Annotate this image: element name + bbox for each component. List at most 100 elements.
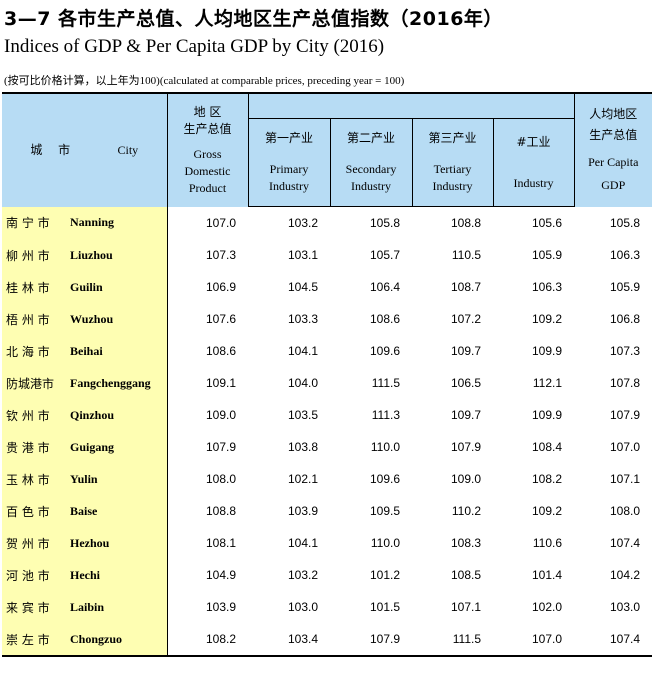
city-name-en: Liuzhou bbox=[64, 239, 167, 271]
table-row: 来 宾 市 Laibin 103.9 103.0 101.5 107.1 102.0 103.… bbox=[2, 591, 652, 623]
tertiary-value: 109.7 bbox=[450, 344, 481, 358]
tertiary-value: 108.5 bbox=[450, 568, 481, 582]
city-name-en: Laibin bbox=[64, 591, 167, 623]
gdp-value: 108.1 bbox=[166, 527, 248, 559]
industry-header-en: Industry bbox=[513, 175, 554, 190]
page-title-english: Indices of GDP & Per Capita GDP by City … bbox=[4, 36, 385, 57]
table-row: 钦 州 市 Qinzhou 109.0 103.5 111.3 109.7 109.9 107… bbox=[2, 399, 652, 431]
industry-value: 110.6 bbox=[532, 536, 562, 550]
percap-value: 105.9 bbox=[609, 280, 640, 294]
table-row: 防城港市 Fangchenggang 109.1 104.0 111.5 106.5 112… bbox=[2, 367, 652, 399]
city-name-cn: 来 宾 市 bbox=[2, 591, 64, 623]
secondary-header-en2: Industry bbox=[351, 179, 391, 193]
city-name-cn: 南 宁 市 bbox=[2, 206, 64, 239]
calculation-note: (按可比价格计算，以上年为100)(calculated at comparab… bbox=[4, 75, 405, 87]
gdp-value: 107.3 bbox=[166, 239, 248, 271]
industry-value: 105.6 bbox=[531, 216, 562, 230]
primary-value: 103.1 bbox=[287, 248, 318, 262]
primary-value: 102.1 bbox=[287, 472, 318, 486]
industry-value: 105.9 bbox=[531, 248, 562, 262]
city-name-en: Wuzhou bbox=[64, 303, 167, 335]
gdp-value: 104.9 bbox=[166, 559, 248, 591]
table-row: 贺 州 市 Hezhou 108.1 104.1 110.0 108.3 110.6 107.… bbox=[2, 527, 652, 559]
primary-value: 104.1 bbox=[287, 344, 318, 358]
percap-value: 108.0 bbox=[609, 504, 640, 518]
primary-value: 103.2 bbox=[287, 216, 318, 230]
table-row: 崇 左 市 Chongzuo 108.2 103.4 107.9 111.5 107.0 10… bbox=[2, 623, 652, 657]
gdp-header-en2: Domestic bbox=[184, 163, 231, 178]
percapita-header-en2: GDP bbox=[601, 178, 626, 193]
tertiary-value: 109.7 bbox=[450, 408, 481, 422]
industry-value: 109.2 bbox=[531, 504, 562, 518]
city-header-en: City bbox=[117, 142, 139, 157]
percap-value: 107.3 bbox=[609, 344, 640, 358]
table-row: 南 宁 市 Nanning 107.0 103.2 105.8 108.8 105.6 105… bbox=[2, 206, 652, 239]
table-row: 玉 林 市 Yulin 108.0 102.1 109.6 109.0 108.2 107.1 bbox=[2, 463, 652, 495]
tertiary-value: 106.5 bbox=[450, 376, 481, 390]
percap-value: 105.8 bbox=[609, 215, 640, 230]
secondary-value: 101.5 bbox=[369, 600, 400, 614]
primary-value: 104.1 bbox=[287, 536, 318, 550]
industry-value: 108.2 bbox=[531, 472, 562, 486]
secondary-value: 110.0 bbox=[370, 536, 400, 550]
table-row: 桂 林 市 Guilin 106.9 104.5 106.4 108.7 106.3 105.… bbox=[2, 271, 652, 303]
primary-header-en1: Primary bbox=[269, 162, 309, 176]
gdp-column-header: 地 区 生产总值 Gross Domestic Product bbox=[166, 92, 248, 207]
gdp-value: 108.0 bbox=[166, 463, 248, 495]
city-name-cn: 玉 林 市 bbox=[2, 463, 64, 495]
gdp-index-table: 城 市 City 地 区 生产总值 Gross Domestic Product… bbox=[2, 92, 652, 657]
primary-value: 103.0 bbox=[287, 600, 318, 614]
gdp-value: 108.2 bbox=[166, 623, 248, 657]
city-name-en: Guilin bbox=[64, 271, 167, 303]
table-row: 梧 州 市 Wuzhou 107.6 103.3 108.6 107.2 109.2 106.… bbox=[2, 303, 652, 335]
primary-header-cn: 第一产业 bbox=[264, 131, 313, 145]
secondary-value: 109.6 bbox=[369, 344, 400, 358]
city-name-cn: 钦 州 市 bbox=[2, 399, 64, 431]
tertiary-value: 109.0 bbox=[450, 472, 481, 486]
tertiary-column-header: 第三产业 Tertiary Industry bbox=[411, 118, 493, 207]
tertiary-header-en2: Industry bbox=[432, 179, 473, 193]
gdp-value: 107.6 bbox=[166, 303, 248, 335]
percap-value: 107.8 bbox=[609, 376, 640, 390]
gdp-header-cn: 地 区 bbox=[193, 104, 222, 119]
secondary-value: 109.6 bbox=[369, 472, 400, 486]
secondary-value: 106.4 bbox=[369, 280, 400, 294]
percap-value: 107.4 bbox=[609, 536, 640, 550]
tertiary-value: 108.3 bbox=[450, 536, 481, 550]
tertiary-value: 110.2 bbox=[451, 504, 481, 518]
secondary-header-en1: Secondary bbox=[345, 162, 397, 176]
city-name-en: Guigang bbox=[64, 431, 167, 463]
tertiary-header-en1: Tertiary bbox=[433, 162, 472, 176]
city-name-cn: 防城港市 bbox=[2, 367, 64, 399]
city-header-cn: 城 市 bbox=[30, 142, 77, 157]
industry-value: 109.9 bbox=[531, 344, 562, 358]
primary-value: 103.9 bbox=[287, 504, 318, 518]
secondary-value: 108.6 bbox=[369, 312, 400, 326]
industry-value: 108.4 bbox=[531, 440, 562, 454]
gdp-value: 107.9 bbox=[166, 431, 248, 463]
percapita-header-cn2: 生产总值 bbox=[589, 128, 638, 143]
percap-value: 106.8 bbox=[609, 312, 640, 326]
city-name-cn: 桂 林 市 bbox=[2, 271, 64, 303]
secondary-value: 109.5 bbox=[369, 504, 400, 518]
city-name-en: Chongzuo bbox=[64, 623, 167, 657]
primary-value: 104.5 bbox=[287, 280, 318, 294]
gdp-value: 106.9 bbox=[166, 271, 248, 303]
city-name-en: Baise bbox=[64, 495, 167, 527]
primary-value: 103.4 bbox=[248, 623, 330, 657]
city-name-en: Hezhou bbox=[64, 527, 167, 559]
percap-value: 104.2 bbox=[609, 568, 640, 582]
city-name-cn: 北 海 市 bbox=[2, 335, 64, 367]
city-name-cn: 贵 港 市 bbox=[2, 431, 64, 463]
page-title-chinese: 3—7 各市生产总值、人均地区生产总值指数（2016年） bbox=[4, 8, 503, 30]
city-name-cn: 崇 左 市 bbox=[2, 623, 64, 657]
percap-value: 103.0 bbox=[609, 600, 640, 614]
gdp-value: 108.6 bbox=[166, 335, 248, 367]
gdp-value: 108.8 bbox=[166, 495, 248, 527]
industry-value: 107.0 bbox=[493, 623, 574, 657]
city-name-cn: 河 池 市 bbox=[2, 559, 64, 591]
primary-value: 103.8 bbox=[287, 440, 318, 454]
tertiary-header-cn: 第三产业 bbox=[428, 131, 477, 145]
tertiary-value: 108.7 bbox=[450, 280, 481, 294]
percapita-column-header: 人均地区 生产总值 Per Capita GDP bbox=[573, 92, 652, 207]
